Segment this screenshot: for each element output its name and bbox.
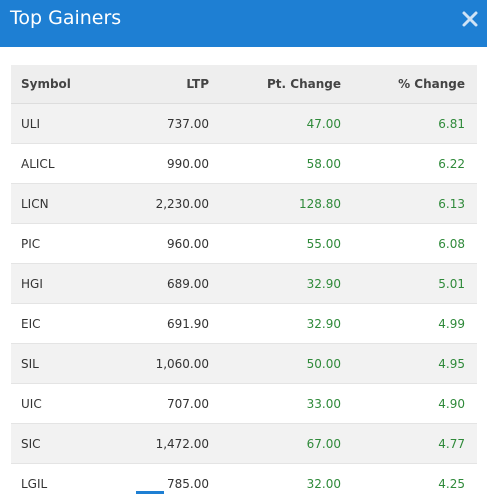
scroll-indicator[interactable] (136, 491, 164, 494)
table-header-row: Symbol LTP Pt. Change % Change (11, 65, 477, 104)
symbol-cell: EIC (21, 316, 41, 331)
ltp-cell: 960.00 (167, 236, 209, 251)
ltp-cell: 1,472.00 (155, 436, 209, 451)
pct-change-cell: 4.95 (438, 356, 465, 371)
table-row[interactable]: LICN 2,230.00 128.80 6.13 (11, 184, 477, 224)
table-row[interactable]: SIC 1,472.00 67.00 4.77 (11, 424, 477, 464)
symbol-cell: HGI (21, 276, 43, 291)
pct-change-cell: 4.25 (438, 476, 465, 491)
ltp-cell: 785.00 (167, 476, 209, 491)
symbol-cell: LICN (21, 196, 49, 211)
ltp-cell: 2,230.00 (155, 196, 209, 211)
table-row[interactable]: PIC 960.00 55.00 6.08 (11, 224, 477, 264)
ltp-cell: 737.00 (167, 116, 209, 131)
table-row[interactable]: ALICL 990.00 58.00 6.22 (11, 144, 477, 184)
modal-title: Top Gainers (10, 7, 122, 29)
table-row[interactable]: SIL 1,060.00 50.00 4.95 (11, 344, 477, 384)
pt-change-cell: 32.90 (306, 276, 341, 291)
pt-change-cell: 50.00 (306, 356, 341, 371)
pt-change-cell: 128.80 (299, 196, 341, 211)
pct-change-cell: 6.81 (438, 116, 465, 131)
pt-change-cell: 67.00 (306, 436, 341, 451)
pt-change-cell: 33.00 (306, 396, 341, 411)
gainers-table: Symbol LTP Pt. Change % Change ULI 737.0… (11, 65, 477, 494)
pct-change-cell: 4.77 (438, 436, 465, 451)
symbol-cell: SIL (21, 356, 39, 371)
header-pct-change[interactable]: % Change (398, 77, 465, 91)
ltp-cell: 990.00 (167, 156, 209, 171)
pct-change-cell: 4.99 (438, 316, 465, 331)
header-ltp[interactable]: LTP (186, 77, 209, 91)
pt-change-cell: 55.00 (306, 236, 341, 251)
pct-change-cell: 6.22 (438, 156, 465, 171)
table-row[interactable]: LGIL 785.00 32.00 4.25 (11, 464, 477, 494)
table-row[interactable]: ULI 737.00 47.00 6.81 (11, 104, 477, 144)
table-row[interactable]: EIC 691.90 32.90 4.99 (11, 304, 477, 344)
pct-change-cell: 4.90 (438, 396, 465, 411)
pt-change-cell: 58.00 (306, 156, 341, 171)
pct-change-cell: 6.08 (438, 236, 465, 251)
pct-change-cell: 6.13 (438, 196, 465, 211)
pt-change-cell: 32.90 (306, 316, 341, 331)
ltp-cell: 689.00 (167, 276, 209, 291)
ltp-cell: 707.00 (167, 396, 209, 411)
pt-change-cell: 32.00 (306, 476, 341, 491)
symbol-cell: LGIL (21, 476, 48, 491)
symbol-cell: ALICL (21, 156, 55, 171)
header-symbol[interactable]: Symbol (21, 77, 71, 91)
pct-change-cell: 5.01 (438, 276, 465, 291)
ltp-cell: 691.90 (167, 316, 209, 331)
pt-change-cell: 47.00 (306, 116, 341, 131)
symbol-cell: ULI (21, 116, 41, 131)
symbol-cell: SIC (21, 436, 41, 451)
table-row[interactable]: HGI 689.00 32.90 5.01 (11, 264, 477, 304)
header-pt-change[interactable]: Pt. Change (267, 77, 341, 91)
modal-header: Top Gainers (0, 0, 487, 47)
ltp-cell: 1,060.00 (155, 356, 209, 371)
close-icon[interactable] (461, 10, 479, 28)
table-row[interactable]: UIC 707.00 33.00 4.90 (11, 384, 477, 424)
symbol-cell: PIC (21, 236, 41, 251)
symbol-cell: UIC (21, 396, 42, 411)
